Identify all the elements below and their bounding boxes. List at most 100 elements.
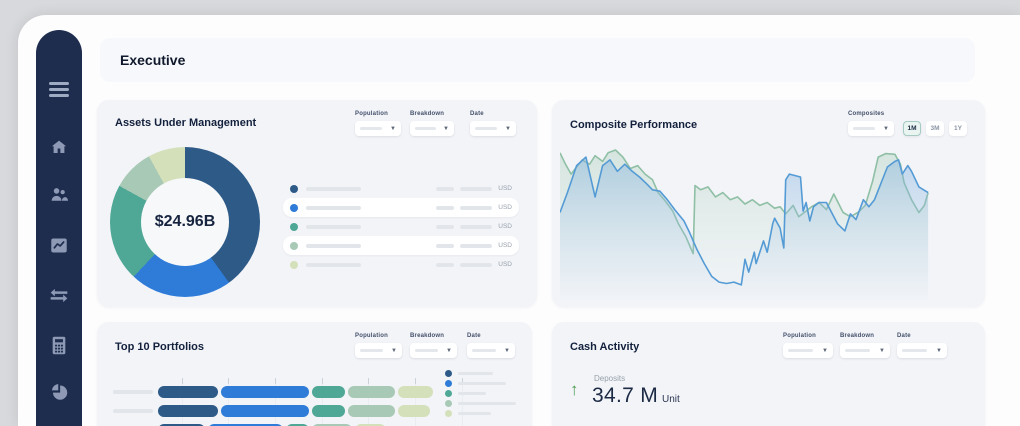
- legend-dot: [290, 203, 298, 212]
- aum-legend-row: USD: [283, 255, 519, 274]
- legend-num-placeholder: [436, 205, 455, 210]
- legend-name-placeholder: [306, 224, 361, 229]
- aum-legend-row: USD: [283, 179, 519, 198]
- legend-currency: USD: [498, 242, 512, 249]
- card-portfolios: Top 10 Portfolios Population ▼ Breakdown…: [97, 322, 532, 426]
- series-green-line: [560, 149, 929, 255]
- bar-segment: [312, 386, 345, 398]
- portfolios-legend-row: [445, 410, 516, 417]
- aum-population-select[interactable]: ▼: [355, 121, 401, 136]
- aum-breakdown-select[interactable]: ▼: [410, 121, 454, 136]
- portfolio-name-placeholder: [113, 409, 153, 413]
- portfolios-legend-row: [445, 380, 516, 387]
- chevron-down-icon: ▼: [443, 125, 449, 132]
- placeholder-value: [845, 349, 870, 352]
- cash-population-select[interactable]: ▼: [783, 343, 833, 358]
- legend-num-placeholder: [460, 186, 493, 191]
- portfolios-population-select[interactable]: ▼: [355, 343, 402, 358]
- legend-dot: [445, 390, 452, 397]
- axis-tick: [462, 378, 463, 384]
- legend-name-placeholder: [458, 372, 493, 375]
- sidebar-item-performance[interactable]: [50, 237, 69, 254]
- population-label: Population: [355, 333, 388, 339]
- home-icon: [50, 138, 69, 156]
- legend-dot: [445, 400, 452, 407]
- sidebar-item-clients[interactable]: [49, 186, 69, 204]
- bar-segment: [221, 405, 309, 417]
- sidebar-item-transfers[interactable]: [49, 288, 69, 303]
- transfers-icon: [49, 288, 69, 303]
- legend-dot: [445, 380, 452, 387]
- aum-legend: USD USD USD USD USD: [283, 179, 519, 274]
- portfolio-bar-row: [97, 386, 532, 398]
- legend-dot: [290, 241, 298, 250]
- portfolios-legend-row: [445, 370, 516, 377]
- cash-breakdown-select[interactable]: ▼: [840, 343, 890, 358]
- legend-num-placeholder: [436, 224, 455, 229]
- chevron-down-icon: ▼: [390, 125, 396, 132]
- portfolios-date-select[interactable]: ▼: [467, 343, 515, 358]
- gridline: [415, 380, 416, 426]
- composite-title: Composite Performance: [570, 119, 698, 131]
- sidebar-item-allocation[interactable]: [50, 384, 68, 402]
- placeholder-value: [853, 127, 876, 130]
- chevron-down-icon: ▼: [879, 347, 885, 354]
- sidebar-item-home[interactable]: [50, 138, 69, 156]
- portfolios-legend-row: [445, 390, 516, 397]
- range-1y-button[interactable]: 1Y: [949, 121, 967, 136]
- legend-dot: [290, 222, 298, 231]
- legend-currency: USD: [498, 261, 512, 268]
- range-3m-button[interactable]: 3M: [926, 121, 944, 136]
- composites-label: Composites: [848, 111, 885, 117]
- legend-num-placeholder: [436, 243, 455, 248]
- portfolios-legend: [445, 370, 516, 420]
- range-1m-button[interactable]: 1M: [903, 121, 921, 136]
- chevron-down-icon: ▼: [504, 347, 510, 354]
- deposits-value: 34.7 M Unit: [592, 384, 680, 408]
- breakdown-label: Breakdown: [410, 333, 445, 339]
- card-aum: Assets Under Management Population ▼ Bre…: [97, 100, 537, 307]
- legend-num-placeholder: [436, 186, 455, 191]
- placeholder-value: [472, 349, 496, 352]
- portfolios-legend-row: [445, 400, 516, 407]
- aum-date-select[interactable]: ▼: [470, 121, 516, 136]
- date-label: Date: [470, 111, 484, 117]
- deposits-unit: Unit: [662, 394, 680, 405]
- legend-dot: [290, 260, 298, 269]
- legend-name-placeholder: [458, 402, 516, 405]
- cash-date-select[interactable]: ▼: [897, 343, 947, 358]
- menu-icon[interactable]: [49, 82, 69, 100]
- axis-tick: [415, 378, 416, 384]
- deposits-amount: 34.7 M: [592, 384, 658, 407]
- legend-num-placeholder: [460, 262, 493, 267]
- aum-title: Assets Under Management: [115, 117, 257, 129]
- aum-donut: $24.96B: [110, 147, 260, 297]
- chevron-down-icon: ▼: [446, 347, 452, 354]
- series-blue-line: [560, 156, 929, 286]
- sidebar-item-calculator[interactable]: [51, 336, 67, 355]
- composites-select[interactable]: ▼: [848, 121, 894, 136]
- portfolio-chart-icon: [50, 237, 69, 254]
- placeholder-value: [788, 349, 813, 352]
- axis-tick: [228, 378, 229, 384]
- axis-tick: [368, 378, 369, 384]
- legend-name-placeholder: [458, 412, 491, 415]
- legend-num-placeholder: [460, 243, 493, 248]
- sidebar: [36, 30, 82, 426]
- bar-segment: [398, 386, 433, 398]
- aum-legend-row: USD: [283, 217, 519, 236]
- page-header: Executive: [100, 38, 975, 82]
- aum-donut-hole: $24.96B: [141, 178, 229, 266]
- portfolio-bar-row: [97, 424, 532, 426]
- bar-segment: [286, 424, 309, 426]
- axis-tick: [275, 378, 276, 384]
- legend-num-placeholder: [460, 224, 493, 229]
- bar-segment: [312, 424, 352, 426]
- range-buttons: 1M 3M 1Y: [903, 121, 967, 136]
- bar-segment: [158, 405, 218, 417]
- portfolios-breakdown-select[interactable]: ▼: [410, 343, 457, 358]
- gridline: [228, 380, 229, 426]
- bar-segment: [158, 424, 205, 426]
- placeholder-value: [415, 349, 438, 352]
- bar-segment: [312, 405, 345, 417]
